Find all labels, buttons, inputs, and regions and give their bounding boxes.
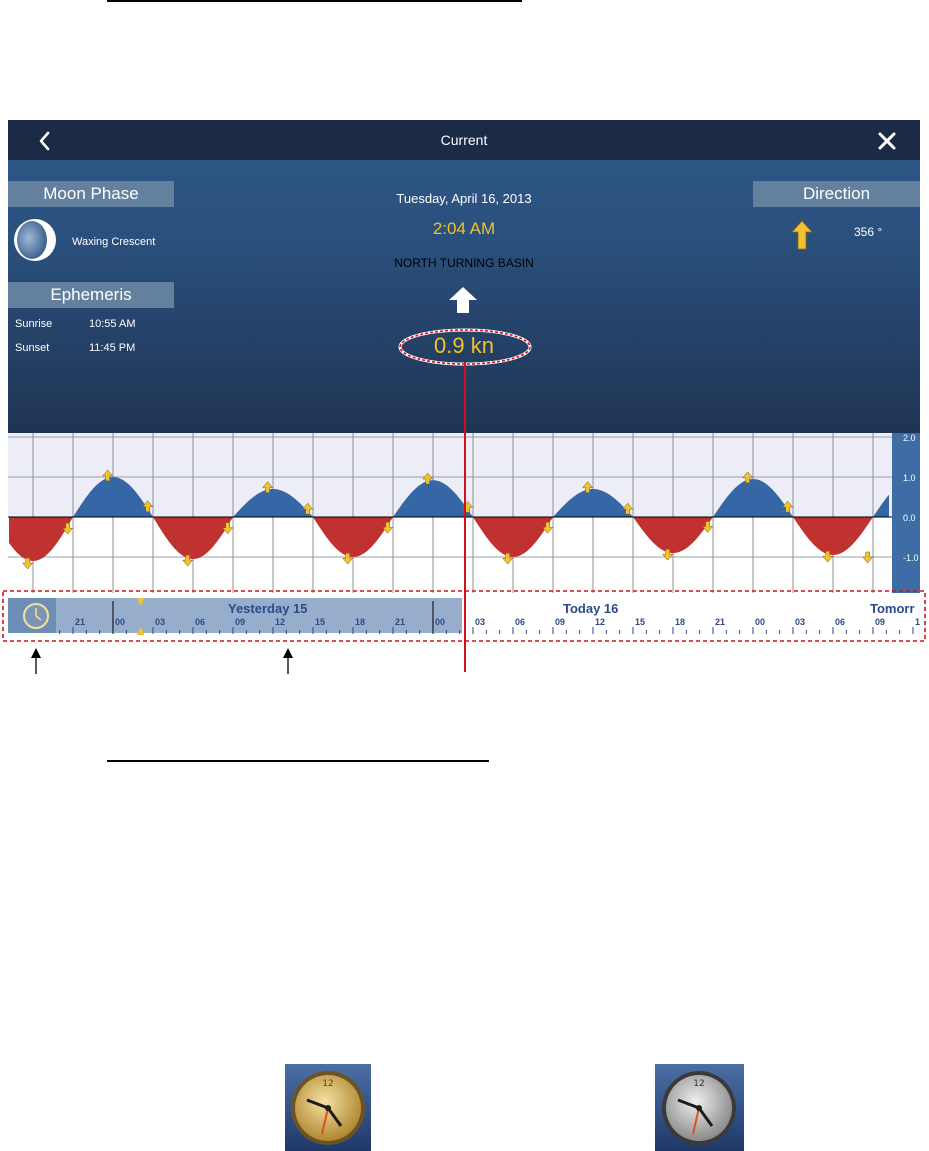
- direction-arrow-icon: [791, 220, 813, 250]
- time-label: 2:04 AM: [432, 219, 496, 238]
- hour-label: 00: [115, 617, 125, 627]
- hour-label: 15: [635, 617, 645, 627]
- direction-marker-icon: [62, 522, 74, 535]
- hour-label: 03: [475, 617, 485, 627]
- y-tick-label: 1.0: [903, 473, 916, 483]
- back-button[interactable]: [32, 128, 58, 154]
- direction-marker-icon: [662, 548, 674, 561]
- hour-label: 21: [395, 617, 405, 627]
- direction-marker-icon: [222, 522, 234, 535]
- direction-marker-icon: [462, 500, 474, 513]
- timebar-highlight-box: [2, 590, 926, 642]
- moon-phase-text: Waxing Crescent: [72, 236, 156, 248]
- direction-marker-icon: [822, 550, 834, 563]
- hour-label: 06: [195, 617, 205, 627]
- ephemeris-header: Ephemeris: [8, 282, 174, 308]
- clock-icon: [23, 603, 49, 629]
- current-screen: Current Moon Phase Waxing Crescent Ephem…: [8, 120, 920, 640]
- direction-marker-icon: [742, 471, 754, 484]
- flood-area: [9, 477, 889, 517]
- direction-value: 356 °: [854, 225, 883, 239]
- direction-marker-icon: [782, 500, 794, 513]
- hour-label: 09: [235, 617, 245, 627]
- heading-underline-bottom: [107, 760, 489, 762]
- y-tick-label: 2.0: [903, 433, 916, 443]
- current-speed: 0.9 kn: [434, 333, 494, 358]
- svg-text:12: 12: [322, 1079, 333, 1089]
- moon-phase-header: Moon Phase: [8, 181, 174, 207]
- hour-label: 09: [875, 617, 885, 627]
- hour-label: 03: [795, 617, 805, 627]
- hour-label: 00: [755, 617, 765, 627]
- direction-marker-icon: [142, 500, 154, 512]
- close-button[interactable]: [874, 128, 900, 154]
- station-name: NORTH TURNING BASIN: [394, 256, 534, 270]
- close-icon: [878, 132, 896, 150]
- clock-gold-icon: 12: [285, 1064, 371, 1151]
- current-chart: 2.01.00.0-1.0-2.0: [8, 433, 920, 593]
- page-title: Current: [440, 132, 488, 148]
- hour-label: 09: [555, 617, 565, 627]
- direction-marker-icon: [342, 552, 354, 565]
- cursor-marker-icon: [136, 627, 145, 635]
- date-label: Tuesday, April 16, 2013: [396, 191, 532, 206]
- hour-label: 03: [155, 617, 165, 627]
- chart-lower-bg: [8, 517, 892, 593]
- today-label: Today 16: [563, 601, 619, 616]
- current-direction-arrow-icon: [449, 287, 477, 313]
- direction-marker-icon: [582, 481, 594, 493]
- time-scale-callout-arrow: [283, 648, 293, 674]
- direction-marker-icon: [302, 502, 314, 515]
- hour-label: 00: [435, 617, 445, 627]
- hour-label: 06: [835, 617, 845, 627]
- tomorrow-label: Tomorr: [870, 601, 915, 616]
- hour-label: 18: [675, 617, 685, 627]
- direction-marker-icon: [262, 481, 274, 493]
- y-tick-label: 0.0: [903, 513, 916, 523]
- hour-label: 21: [75, 617, 85, 627]
- moon-phase-icon: [14, 219, 56, 261]
- direction-marker-icon: [542, 522, 554, 534]
- clock-silver-icon: 12: [655, 1064, 744, 1151]
- cursor-marker-icon: [136, 598, 145, 606]
- clock-button[interactable]: [22, 602, 50, 630]
- direction-marker-icon: [182, 554, 194, 567]
- direction-marker-icon: [422, 472, 434, 485]
- sunset-label: Sunset: [15, 342, 50, 354]
- y-tick-label: -1.0: [903, 553, 919, 563]
- svg-text:12: 12: [693, 1079, 704, 1089]
- sunrise-value: 10:55 AM: [89, 318, 136, 330]
- direction-marker-icon: [22, 557, 34, 570]
- direction-marker-icon: [382, 522, 394, 534]
- heading-underline-top: [107, 0, 522, 2]
- hour-label: 15: [315, 617, 325, 627]
- hour-label: 18: [355, 617, 365, 627]
- hour-label: 12: [595, 617, 605, 627]
- chevron-left-icon: [39, 131, 50, 151]
- direction-marker-icon: [622, 502, 634, 515]
- direction-marker-icon: [102, 469, 114, 482]
- past-range-shade: [8, 598, 462, 633]
- sunrise-label: Sunrise: [15, 318, 53, 330]
- hour-label: 12: [915, 617, 920, 627]
- y-axis-strip: [892, 433, 920, 593]
- direction-marker-icon: [862, 551, 874, 564]
- title-bar: Current: [8, 120, 920, 160]
- direction-marker-icon: [502, 552, 514, 565]
- direction-marker-icon: [702, 521, 714, 533]
- cursor-pointer-line: [464, 362, 466, 672]
- clock-button-callout-arrow: [31, 648, 41, 674]
- direction-header: Direction: [753, 181, 920, 207]
- hour-label: 21: [715, 617, 725, 627]
- hour-label: 12: [275, 617, 285, 627]
- hour-label: 06: [515, 617, 525, 627]
- sunset-value: 11:45 PM: [89, 342, 136, 354]
- yesterday-label: Yesterday 15: [228, 601, 308, 616]
